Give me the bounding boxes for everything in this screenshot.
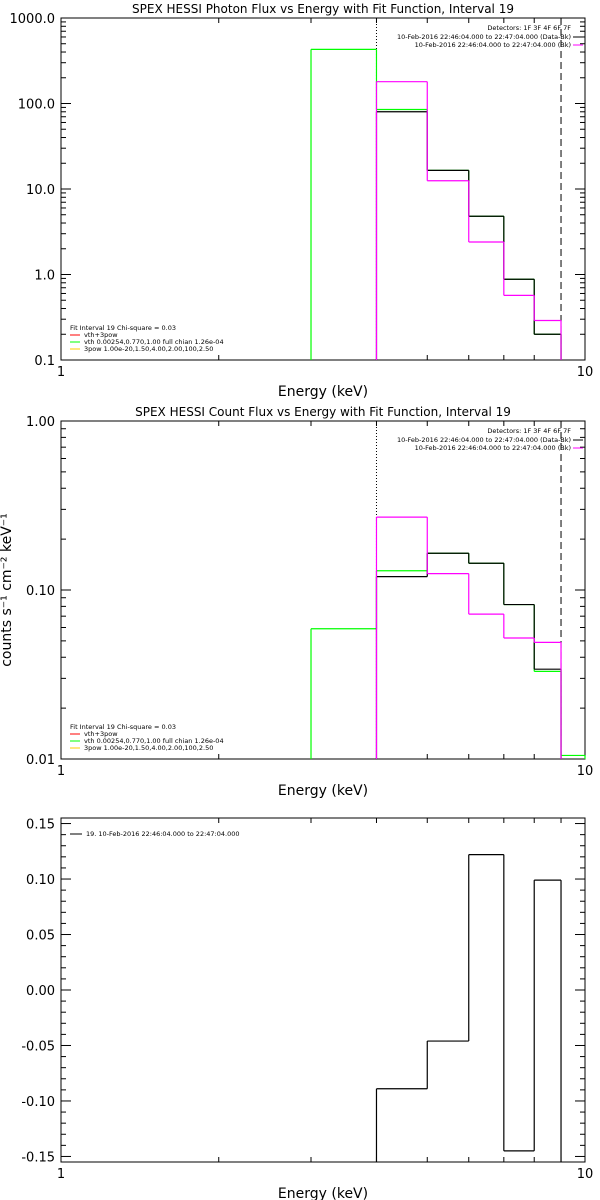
legend-entry: 19. 10-Feb-2016 22:46:04.000 to 22:47:04…: [86, 830, 239, 838]
y-tick-label: 1000.0: [10, 12, 56, 27]
y-tick-label: 10.0: [26, 183, 55, 198]
legend-header: Detectors: 1F 3F 4F 6F 7F: [487, 427, 571, 435]
x-axis-label: Energy (keV): [278, 1186, 368, 1200]
chart-title: SPEX HESSI Photon Flux vs Energy with Fi…: [132, 2, 514, 16]
legend-left: 19. 10-Feb-2016 22:46:04.000 to 22:47:04…: [70, 830, 239, 838]
legend-entry: 10-Feb-2016 22:46:04.000 to 22:47:04.000…: [397, 436, 571, 444]
x-axis-label: Energy (keV): [278, 384, 368, 400]
y-tick-label: 0.00: [26, 984, 55, 999]
legend-entry: vth+3pow: [84, 730, 118, 738]
y-tick-label: 0.05: [26, 929, 55, 944]
legend-entry: 10-Feb-2016 22:46:04.000 to 22:47:04.000…: [415, 41, 571, 49]
chart-panel-3: 1 10 Energy (keV) -0.15 -0.10 -0.05 0.00 0.05 0.…: [21, 817, 594, 1200]
y-tick-label: -0.05: [21, 1039, 55, 1054]
y-tick-label: 1.00: [26, 415, 55, 430]
x-tick-label: 10: [577, 764, 594, 779]
y-tick-label: 0.10: [26, 584, 55, 599]
chart-title: SPEX HESSI Count Flux vs Energy with Fit…: [135, 405, 511, 419]
legend-header: Fit Interval 19 Chi-square = 0.03: [70, 324, 176, 332]
y-tick-label: 0.15: [26, 818, 55, 833]
series-3: [375, 516, 562, 759]
legend-entry: vth 0.00254,0.770,1.00 full chian 1.26e-…: [84, 338, 224, 346]
series-3: [375, 81, 562, 360]
x-tick-label: 1: [57, 764, 65, 779]
chart-panel-2: SPEX HESSI Count Flux vs Energy with Fit…: [0, 405, 593, 799]
chart-panel-1: SPEX HESSI Photon Flux vs Energy with Fi…: [10, 2, 594, 400]
x-tick-label: 1: [57, 1167, 65, 1182]
x-tick-label: 10: [577, 365, 594, 380]
y-axis-label: counts s⁻¹ cm⁻² keV⁻¹: [0, 513, 15, 667]
legend-left: Fit Interval 19 Chi-square = 0.03vth+3po…: [70, 324, 224, 353]
x-tick-label: 1: [57, 365, 65, 380]
x-axis-label: Energy (keV): [278, 783, 368, 799]
legend-entry: vth 0.00254,0.770,1.00 full chian 1.26e-…: [84, 737, 224, 745]
series-1: [375, 854, 562, 1162]
y-tick-label: 0.1: [34, 354, 55, 369]
legend-left: Fit Interval 19 Chi-square = 0.03vth+3po…: [70, 723, 224, 752]
y-tick-label: -0.15: [21, 1150, 55, 1165]
y-tick-label: 0.01: [26, 753, 55, 768]
y-tick-label: 1.0: [34, 269, 55, 284]
legend-header: Fit Interval 19 Chi-square = 0.03: [70, 723, 176, 731]
y-tick-label: 100.0: [18, 98, 55, 113]
y-tick-label: 0.10: [26, 873, 55, 888]
legend-entry: 3pow 1.00e-20,1.50,4.00,2.00,100,2.50: [84, 345, 213, 353]
legend-entry: 10-Feb-2016 22:46:04.000 to 22:47:04.000…: [415, 444, 571, 452]
legend-entry: 3pow 1.00e-20,1.50,4.00,2.00,100,2.50: [84, 744, 213, 752]
legend-header: Detectors: 1F 3F 4F 6F 7F: [487, 24, 571, 32]
y-tick-label: -0.10: [21, 1095, 55, 1110]
legend-entry: vth+3pow: [84, 331, 118, 339]
legend-entry: 10-Feb-2016 22:46:04.000 to 22:47:04.000…: [397, 33, 571, 41]
x-tick-label: 10: [577, 1167, 594, 1182]
